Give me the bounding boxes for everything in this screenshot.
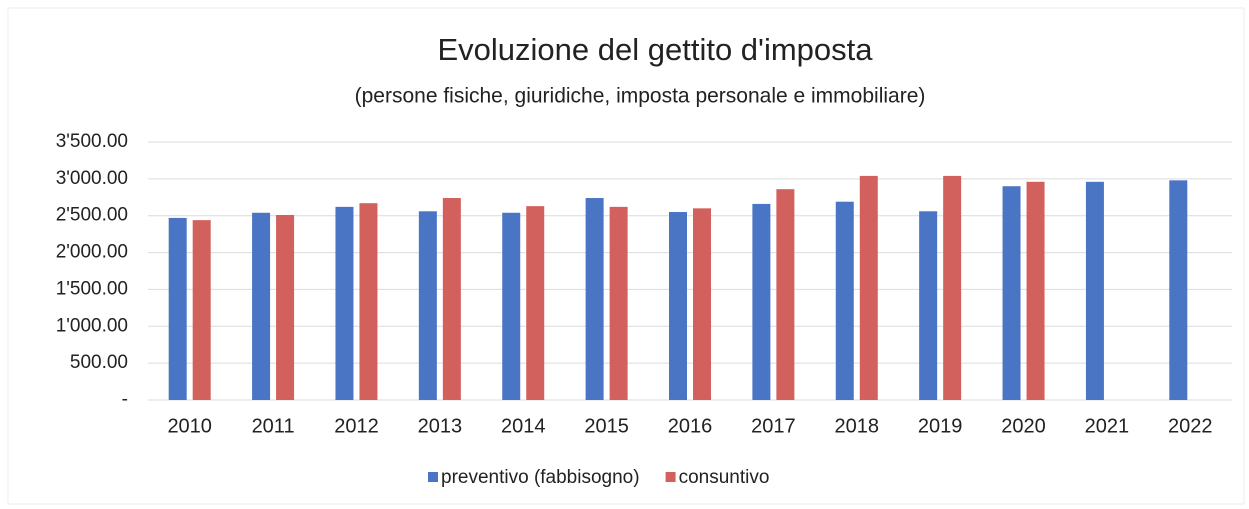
legend-label: preventivo (fabbisogno) bbox=[441, 467, 640, 488]
bar bbox=[1002, 186, 1021, 400]
y-tick-label: 3'000.00 bbox=[56, 168, 128, 189]
y-tick-label: 3'500.00 bbox=[56, 131, 128, 152]
bar bbox=[192, 220, 211, 400]
x-tick-label: 2011 bbox=[252, 415, 295, 437]
bar bbox=[752, 203, 771, 400]
y-tick-label: 500.00 bbox=[70, 352, 128, 373]
legend-label: consuntivo bbox=[679, 467, 770, 488]
x-tick-label: 2014 bbox=[501, 415, 546, 437]
bar bbox=[1085, 181, 1104, 400]
bar bbox=[526, 206, 545, 400]
bar bbox=[669, 212, 687, 400]
chart-subtitle: (persone fisiche, giuridiche, imposta pe… bbox=[355, 85, 926, 108]
legend-swatch bbox=[428, 472, 438, 482]
bar bbox=[1169, 180, 1188, 400]
bar bbox=[585, 198, 604, 400]
bar bbox=[359, 203, 378, 400]
bar bbox=[835, 201, 854, 400]
x-tick-label: 2012 bbox=[334, 415, 379, 437]
bar bbox=[943, 175, 962, 400]
bar bbox=[442, 198, 461, 400]
x-tick-label: 2016 bbox=[668, 415, 713, 437]
x-tick-label: 2021 bbox=[1085, 415, 1130, 437]
y-tick-label: 2'000.00 bbox=[56, 242, 128, 263]
bar bbox=[502, 212, 521, 400]
bar bbox=[859, 175, 878, 400]
x-tick-label: 2013 bbox=[418, 415, 463, 437]
y-tick-label: - bbox=[122, 389, 128, 410]
chart-title: Evoluzione del gettito d'imposta bbox=[437, 32, 873, 67]
y-tick-label: 1'000.00 bbox=[56, 315, 128, 336]
y-tick-label: 2'500.00 bbox=[56, 205, 128, 226]
x-tick-label: 2019 bbox=[918, 415, 963, 437]
x-tick-label: 2017 bbox=[751, 415, 796, 437]
bar bbox=[1026, 181, 1045, 400]
legend-swatch bbox=[665, 472, 676, 482]
bar bbox=[335, 206, 354, 400]
bar bbox=[776, 189, 795, 400]
x-tick-label: 2015 bbox=[584, 415, 629, 437]
y-tick-label: 1'500.00 bbox=[56, 278, 128, 299]
bar bbox=[609, 206, 628, 400]
bar bbox=[693, 208, 711, 400]
bar bbox=[418, 211, 437, 400]
bar bbox=[168, 217, 187, 400]
x-tick-label: 2018 bbox=[835, 415, 880, 437]
x-tick-label: 2020 bbox=[1001, 415, 1046, 437]
x-tick-label: 2022 bbox=[1168, 415, 1213, 437]
bar bbox=[919, 211, 938, 400]
x-tick-label: 2010 bbox=[167, 415, 212, 437]
bar bbox=[276, 214, 295, 400]
bar bbox=[252, 212, 271, 400]
